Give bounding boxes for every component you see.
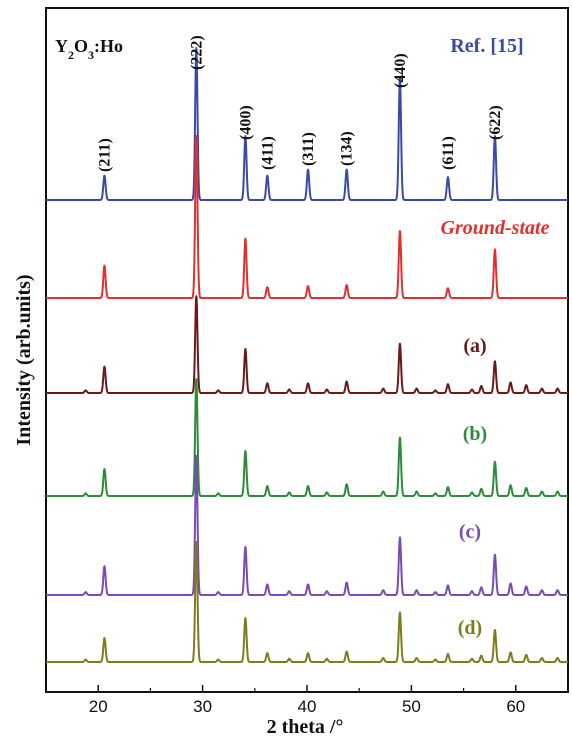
series-line-1 bbox=[45, 135, 569, 299]
y-axis-title: Intensity (arb.units) bbox=[13, 274, 35, 445]
x-tick-label-30: 30 bbox=[193, 697, 212, 716]
x-axis-title: 2 theta /° bbox=[267, 716, 344, 738]
peak-label: (311) bbox=[300, 132, 317, 166]
series-line-4 bbox=[45, 454, 569, 596]
series-label-1: Ground-state bbox=[441, 217, 550, 239]
peak-label: (222) bbox=[188, 35, 205, 70]
peak-labels: (211) (222) (400) (411) (311) (134) (440) (611)… bbox=[97, 35, 504, 172]
series-line-0 bbox=[45, 47, 569, 201]
peak-label: (211) bbox=[97, 138, 114, 172]
series-line-3 bbox=[45, 378, 569, 497]
x-tick-label-20: 20 bbox=[89, 697, 108, 716]
peak-label: (611) bbox=[440, 136, 457, 170]
series-label-3: (b) bbox=[463, 423, 487, 445]
peak-label: (411) bbox=[259, 136, 276, 170]
x-tick-label-50: 50 bbox=[402, 697, 421, 716]
series-labels: Ref. [15] Ground-state (a) (b) (c) (d) bbox=[441, 35, 550, 639]
peak-label: (440) bbox=[392, 53, 409, 88]
peak-label: (622) bbox=[487, 105, 504, 140]
series-label-5: (d) bbox=[458, 617, 482, 639]
formula-label: Y2O3:Ho bbox=[55, 36, 123, 62]
x-tick-label-60: 60 bbox=[506, 697, 525, 716]
series-label-4: (c) bbox=[459, 521, 481, 543]
peak-label: (400) bbox=[237, 105, 254, 140]
x-axis-ticks: 20 30 40 50 60 bbox=[45, 685, 569, 716]
series-label-0: Ref. [15] bbox=[450, 35, 523, 57]
series-line-5 bbox=[45, 541, 569, 663]
peak-label: (134) bbox=[339, 131, 356, 166]
x-tick-label-40: 40 bbox=[298, 697, 317, 716]
series-line-2 bbox=[45, 295, 569, 394]
series-label-2: (a) bbox=[463, 335, 486, 357]
series-layer bbox=[45, 47, 569, 663]
